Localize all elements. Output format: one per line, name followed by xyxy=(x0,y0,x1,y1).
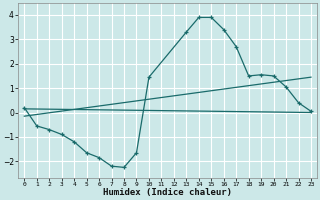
X-axis label: Humidex (Indice chaleur): Humidex (Indice chaleur) xyxy=(103,188,232,197)
